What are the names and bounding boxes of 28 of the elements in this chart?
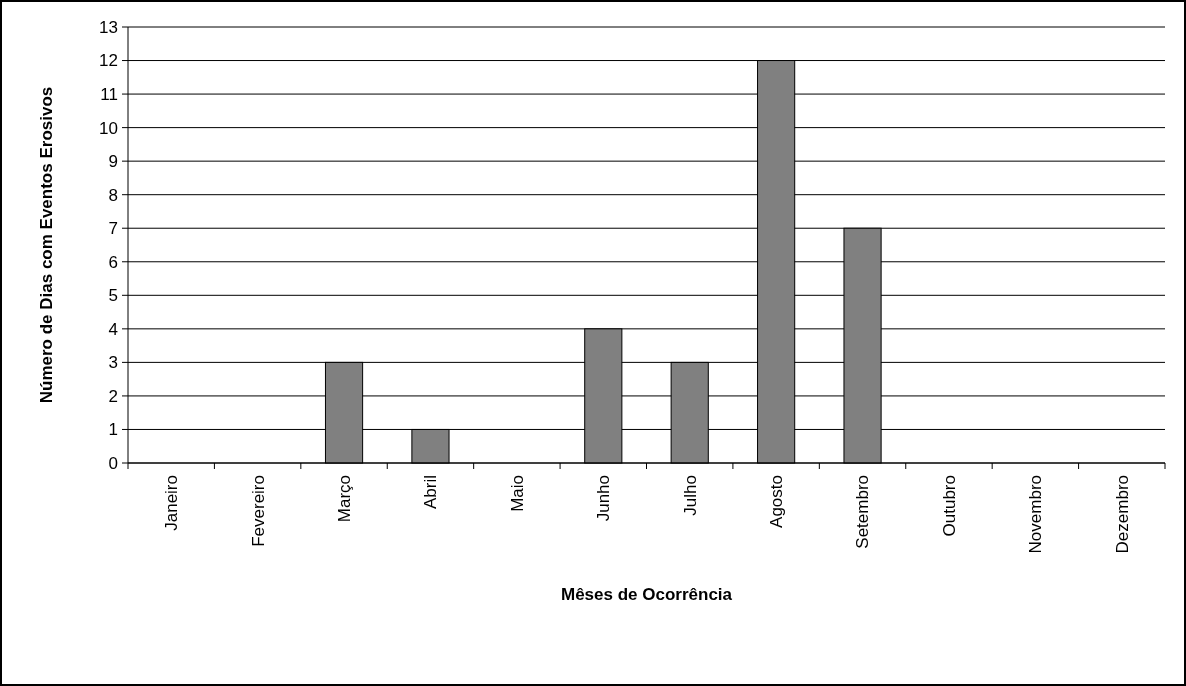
x-tick-label: Dezembro xyxy=(1112,475,1132,554)
y-tick-label: 1 xyxy=(108,420,118,440)
x-tick-label: Novembro xyxy=(1026,475,1046,554)
x-tick-label: Outubro xyxy=(939,475,959,537)
x-tick-label: Março xyxy=(334,475,354,523)
y-tick-label: 6 xyxy=(108,252,118,272)
y-tick-label: 13 xyxy=(99,17,118,37)
y-tick-label: 0 xyxy=(108,453,118,473)
y-axis-title: Número de Dias com Eventos Erosivos xyxy=(37,86,56,404)
x-tick-label: Abril xyxy=(421,475,441,510)
y-tick-label: 5 xyxy=(108,286,118,306)
y-tick-label: 9 xyxy=(108,152,118,172)
x-tick-label: Setembro xyxy=(853,475,873,549)
x-tick-label: Maio xyxy=(507,475,527,512)
y-tick-label: 11 xyxy=(100,85,118,105)
x-tick-label: Junho xyxy=(594,475,614,522)
y-tick-label: 3 xyxy=(108,353,118,373)
y-tick-label: 4 xyxy=(108,319,118,339)
y-tick-label: 2 xyxy=(108,386,118,406)
y-tick-label: 10 xyxy=(99,118,118,138)
x-tick-label: Julho xyxy=(680,475,700,516)
y-tick-label: 12 xyxy=(99,51,118,71)
x-tick-label: Agosto xyxy=(767,475,787,528)
x-tick-label: Fevereiro xyxy=(248,475,268,547)
x-tick-label: Janeiro xyxy=(162,475,182,531)
y-tick-label: 7 xyxy=(108,219,118,239)
y-tick-label: 8 xyxy=(108,185,118,205)
x-axis-title: Mêses de Ocorrência xyxy=(560,585,733,604)
